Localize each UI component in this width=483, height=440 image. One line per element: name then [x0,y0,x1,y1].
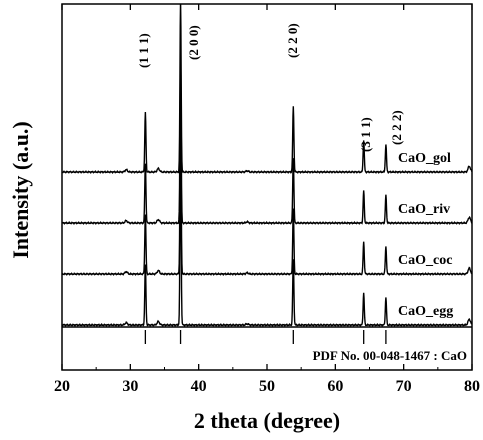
peak-label: (2 2 2) [389,110,404,145]
reference-panel [144,330,387,344]
series-label: CaO_coc [398,253,452,268]
x-tick-label: 70 [396,378,412,395]
x-tick-label: 40 [191,378,207,395]
series-label: CaO_riv [398,202,450,217]
series-line-CaO_egg [62,152,472,327]
reference-label: PDF No. 00-048-1467 : CaO [313,348,467,363]
series-line-CaO_riv [62,50,472,225]
x-tick-label: 30 [122,378,138,395]
peak-label: (1 1 1) [136,33,151,68]
peak-label: (2 0 0) [186,25,201,60]
x-tick-label: 20 [54,378,70,395]
series-label: CaO_gol [398,151,451,166]
series-label: CaO_egg [398,304,453,319]
series-line-CaO_gol [62,4,472,174]
peak-label: (3 1 1) [358,117,373,152]
x-tick-label: 50 [259,378,275,395]
x-tick-label: 80 [464,378,480,395]
pattern-panel: CaO_gol CaO_riv CaO_coc CaO_egg (1 1 1) (2 0 … [61,3,473,371]
x-axis: 20 30 40 50 60 70 80 [54,4,480,395]
y-axis-label: Intensity (a.u.) [8,121,33,259]
x-axis-label: 2 theta (degree) [194,408,340,433]
peak-label: (2 2 0) [285,23,300,58]
series-line-CaO_coc [62,101,472,276]
x-tick-label: 60 [327,378,343,395]
